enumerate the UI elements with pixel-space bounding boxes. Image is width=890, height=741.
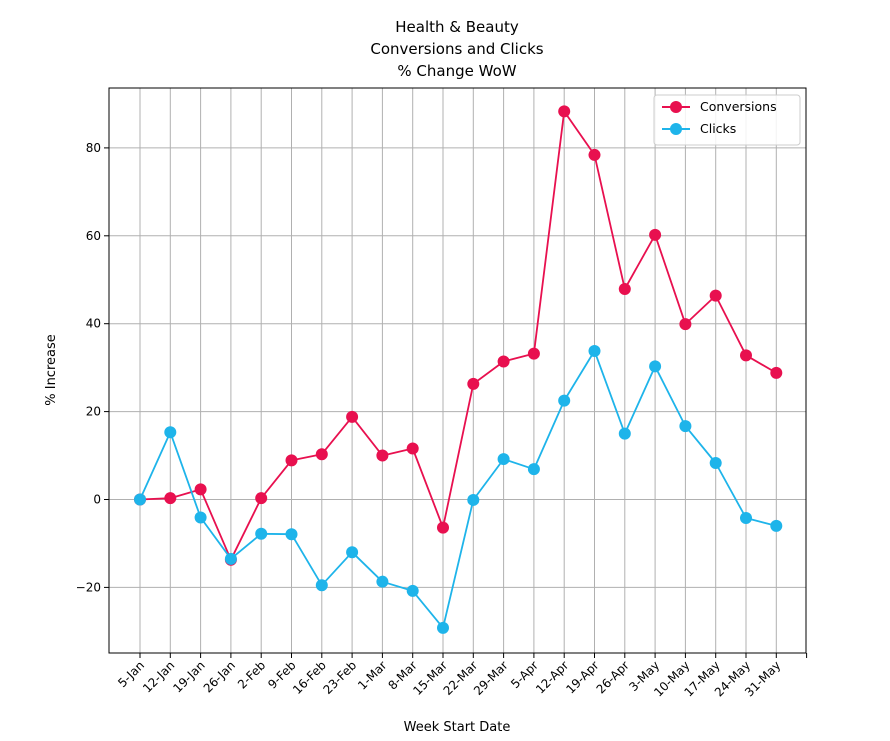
chart-title-line-2: Conversions and Clicks — [370, 40, 543, 58]
data-point-clicks — [437, 621, 449, 634]
data-point-conversions — [194, 483, 207, 496]
data-point-clicks — [467, 493, 480, 506]
axes: 5-Jan12-Jan19-Jan26-Jan2-Feb9-Feb16-Feb2… — [76, 141, 808, 700]
chart-title: Health & Beauty Conversions and Clicks %… — [370, 18, 543, 80]
x-tick-label: 12-Apr — [533, 658, 571, 696]
data-point-conversions — [467, 377, 480, 390]
data-point-conversions — [618, 282, 631, 295]
x-tick-label: 2-Feb — [235, 658, 268, 691]
x-tick-label: 12-Jan — [140, 658, 177, 695]
data-point-clicks — [285, 528, 298, 541]
data-point-clicks — [527, 463, 540, 476]
data-point-conversions — [497, 355, 510, 368]
y-tick-label: −20 — [76, 580, 101, 594]
x-tick-label: 1-Mar — [355, 658, 389, 692]
data-point-clicks — [224, 552, 237, 565]
legend-marker-clicks — [670, 123, 682, 135]
data-point-conversions — [346, 410, 359, 423]
legend-marker-conversions — [670, 101, 682, 113]
x-axis-label: Week Start Date — [404, 720, 511, 735]
data-point-conversions — [649, 228, 662, 241]
data-point-conversions — [437, 521, 449, 534]
data-point-clicks — [558, 394, 571, 407]
data-point-conversions — [406, 442, 419, 455]
y-tick-label: 60 — [86, 229, 101, 243]
data-point-conversions — [255, 492, 268, 505]
chart-title-line-3: % Change WoW — [397, 62, 516, 80]
data-point-clicks — [194, 511, 207, 524]
data-point-clicks — [588, 344, 601, 357]
series-line-conversions — [139, 110, 777, 561]
y-axis-label: % Increase — [44, 334, 59, 406]
x-tick-label: 19-Apr — [563, 658, 601, 696]
y-tick-label: 80 — [86, 141, 101, 155]
data-point-clicks — [649, 360, 662, 373]
data-point-conversions — [527, 347, 540, 360]
data-point-conversions — [558, 105, 571, 118]
x-tick-label: 23-Feb — [320, 658, 359, 697]
x-tick-label: 16-Feb — [290, 658, 329, 697]
data-point-conversions — [770, 366, 783, 379]
x-tick-label: 26-Jan — [201, 658, 238, 695]
data-point-conversions — [376, 449, 389, 462]
data-point-conversions — [285, 454, 298, 467]
data-point-conversions — [709, 289, 722, 302]
series-line-clicks — [139, 349, 777, 629]
x-tick-label: 19-Jan — [170, 658, 207, 695]
series-layer — [134, 105, 783, 634]
legend-label-clicks: Clicks — [700, 121, 736, 136]
plot-area-frame — [108, 87, 807, 654]
data-point-clicks — [709, 457, 722, 470]
data-point-clicks — [618, 427, 631, 440]
data-point-clicks — [315, 579, 328, 592]
data-point-clicks — [376, 575, 389, 588]
data-point-conversions — [315, 448, 328, 461]
data-point-clicks — [770, 519, 783, 532]
y-tick-label: 20 — [86, 405, 101, 419]
data-point-clicks — [740, 511, 752, 524]
y-tick-label: 0 — [93, 493, 101, 507]
legend-box — [653, 94, 801, 146]
data-point-clicks — [406, 584, 419, 597]
data-point-clicks — [346, 546, 359, 559]
data-point-clicks — [497, 453, 510, 466]
data-point-clicks — [679, 420, 692, 433]
data-point-conversions — [588, 148, 601, 161]
legend: Conversions Clicks — [653, 94, 801, 146]
legend-label-conversions: Conversions — [700, 99, 777, 114]
x-tick-label: 26-Apr — [594, 658, 632, 696]
y-tick-label: 40 — [86, 317, 101, 331]
data-point-clicks — [255, 527, 268, 540]
data-point-conversions — [679, 318, 692, 331]
data-point-clicks — [164, 426, 177, 439]
x-tick-label: 29-Mar — [471, 658, 511, 698]
data-point-clicks — [134, 493, 146, 506]
chart-title-line-1: Health & Beauty — [395, 18, 519, 36]
data-point-conversions — [164, 492, 177, 505]
data-point-conversions — [740, 349, 752, 362]
